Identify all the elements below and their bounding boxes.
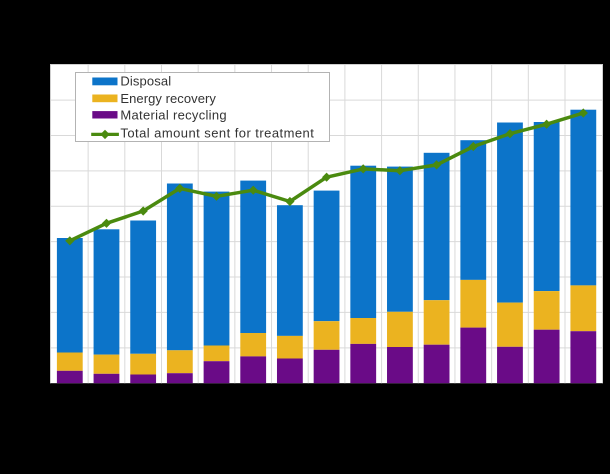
svg-text:Material recycling: Material recycling xyxy=(120,108,227,123)
svg-text:Total amount sent for treatmen: Total amount sent for treatment xyxy=(120,125,314,140)
svg-text:Energy recovery: Energy recovery xyxy=(120,91,216,106)
svg-text:Disposal: Disposal xyxy=(120,74,171,89)
